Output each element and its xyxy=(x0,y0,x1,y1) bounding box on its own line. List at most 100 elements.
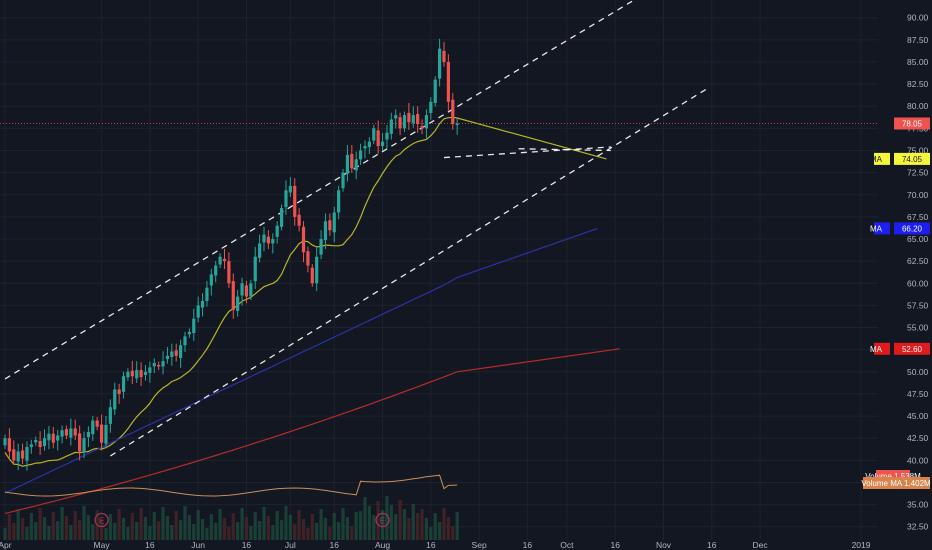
volume-bar xyxy=(174,511,178,540)
volume-bar xyxy=(47,526,51,540)
candle-body xyxy=(350,153,354,169)
candle-body xyxy=(148,367,152,373)
time-tick-label: Oct xyxy=(560,540,574,550)
volume-bar xyxy=(310,514,314,540)
candle-body xyxy=(38,441,42,448)
volume-bar xyxy=(244,517,249,540)
candle-body xyxy=(407,112,411,123)
volume-bars xyxy=(3,496,459,540)
volume-bar xyxy=(179,520,183,540)
volume-bar xyxy=(455,512,459,540)
candle-body xyxy=(196,305,200,318)
earnings-marker: E xyxy=(94,512,109,528)
candle-body xyxy=(7,438,11,452)
time-tick-label: Apr xyxy=(0,540,12,550)
volume-bar xyxy=(135,522,139,540)
price-tick-label: 32.50 xyxy=(907,522,929,532)
ma-tag: MA 52.60 xyxy=(870,342,930,355)
candle-body xyxy=(121,376,126,392)
price-axis[interactable]: 90.0087.5085.0082.5080.0077.5075.0072.50… xyxy=(878,0,932,550)
volume-bar xyxy=(152,512,156,540)
ma-tag-value: 74.05 xyxy=(902,155,923,164)
candle-body xyxy=(130,370,134,377)
candle-body xyxy=(328,220,332,231)
volume-bar xyxy=(7,514,11,540)
candle-body xyxy=(56,435,60,441)
candle-body xyxy=(222,258,227,262)
volume-bar xyxy=(209,514,213,540)
volume-bar xyxy=(121,518,126,540)
candle-body xyxy=(104,424,108,444)
volume-bar xyxy=(253,512,257,540)
candle-body xyxy=(279,208,284,227)
candle-body xyxy=(394,115,398,119)
volume-bar xyxy=(69,525,73,540)
axis-tags: 78.05 MA 74.05 MA 66.20 MA 52.60 Volume 1.538MV… xyxy=(94,117,931,528)
candle-body xyxy=(51,433,55,443)
volume-bar xyxy=(438,522,442,540)
price-tick-label: 47.50 xyxy=(907,389,929,399)
candle-body xyxy=(262,234,266,243)
candle-body xyxy=(284,190,288,207)
volume-bar xyxy=(157,521,161,540)
volume-bar xyxy=(139,508,143,540)
time-axis[interactable]: Apr May 16 Jun 16 Jul 16 Aug 16 Sep 16 Oct 16 Nov 16 De… xyxy=(0,540,932,550)
volume-bar xyxy=(358,511,363,540)
volume-bar xyxy=(222,518,227,540)
volume-bar xyxy=(113,523,117,540)
volume-bar xyxy=(126,527,130,540)
candle-body xyxy=(113,389,117,410)
volume-bar xyxy=(25,527,29,540)
candle-body xyxy=(29,444,33,448)
price-tick-label: 80.00 xyxy=(907,101,929,111)
volume-bar xyxy=(187,515,191,540)
earnings-marker-circle xyxy=(94,512,109,528)
volume-bar xyxy=(372,515,376,540)
candle-body xyxy=(354,159,358,171)
volume-bar xyxy=(367,506,371,540)
volume-bar xyxy=(258,521,262,540)
price-tick-label: 72.50 xyxy=(907,168,929,178)
volume-bar xyxy=(262,507,266,540)
candle-body xyxy=(78,433,82,452)
volume-bar xyxy=(148,526,152,540)
candle-body xyxy=(214,265,218,276)
ma-tag-bg xyxy=(894,152,930,165)
candle-body xyxy=(165,355,170,360)
candle-body xyxy=(301,226,306,253)
volume-ma-tag-bg xyxy=(863,477,930,489)
candle-body xyxy=(358,150,363,160)
volume-bar xyxy=(266,516,270,540)
candle-body xyxy=(152,362,156,367)
time-tick-label: Jun xyxy=(191,540,205,550)
volume-bar xyxy=(170,525,174,540)
price-tick-label: 57.50 xyxy=(907,300,929,310)
candle-body xyxy=(376,130,380,147)
price-tick-label: 90.00 xyxy=(907,13,929,23)
candle-body xyxy=(442,50,446,62)
volume-bar xyxy=(319,509,323,540)
volume-bar xyxy=(183,506,187,540)
ma-long-line xyxy=(4,348,620,514)
candle-body xyxy=(236,296,240,311)
volume-bar xyxy=(297,510,301,540)
candle-body xyxy=(319,239,323,255)
volume-bar xyxy=(42,517,47,540)
price-tick-label: 82.50 xyxy=(907,79,929,89)
time-tick-label: 16 xyxy=(145,540,155,550)
candle-body xyxy=(429,101,433,113)
price-tick-label: 67.50 xyxy=(907,212,929,222)
time-tick-label: 16 xyxy=(707,540,717,550)
candle-body xyxy=(345,154,350,174)
time-tick-label: Dec xyxy=(753,540,769,550)
price-tick-label: 40.00 xyxy=(907,455,929,465)
volume-bar xyxy=(288,515,292,540)
candle-body xyxy=(34,439,38,443)
candle-body xyxy=(363,146,367,149)
volume-bar xyxy=(3,528,7,540)
volume-bar xyxy=(446,517,450,540)
volume-bar xyxy=(350,526,354,540)
volume-bar xyxy=(16,509,20,540)
candle-body xyxy=(183,336,187,346)
